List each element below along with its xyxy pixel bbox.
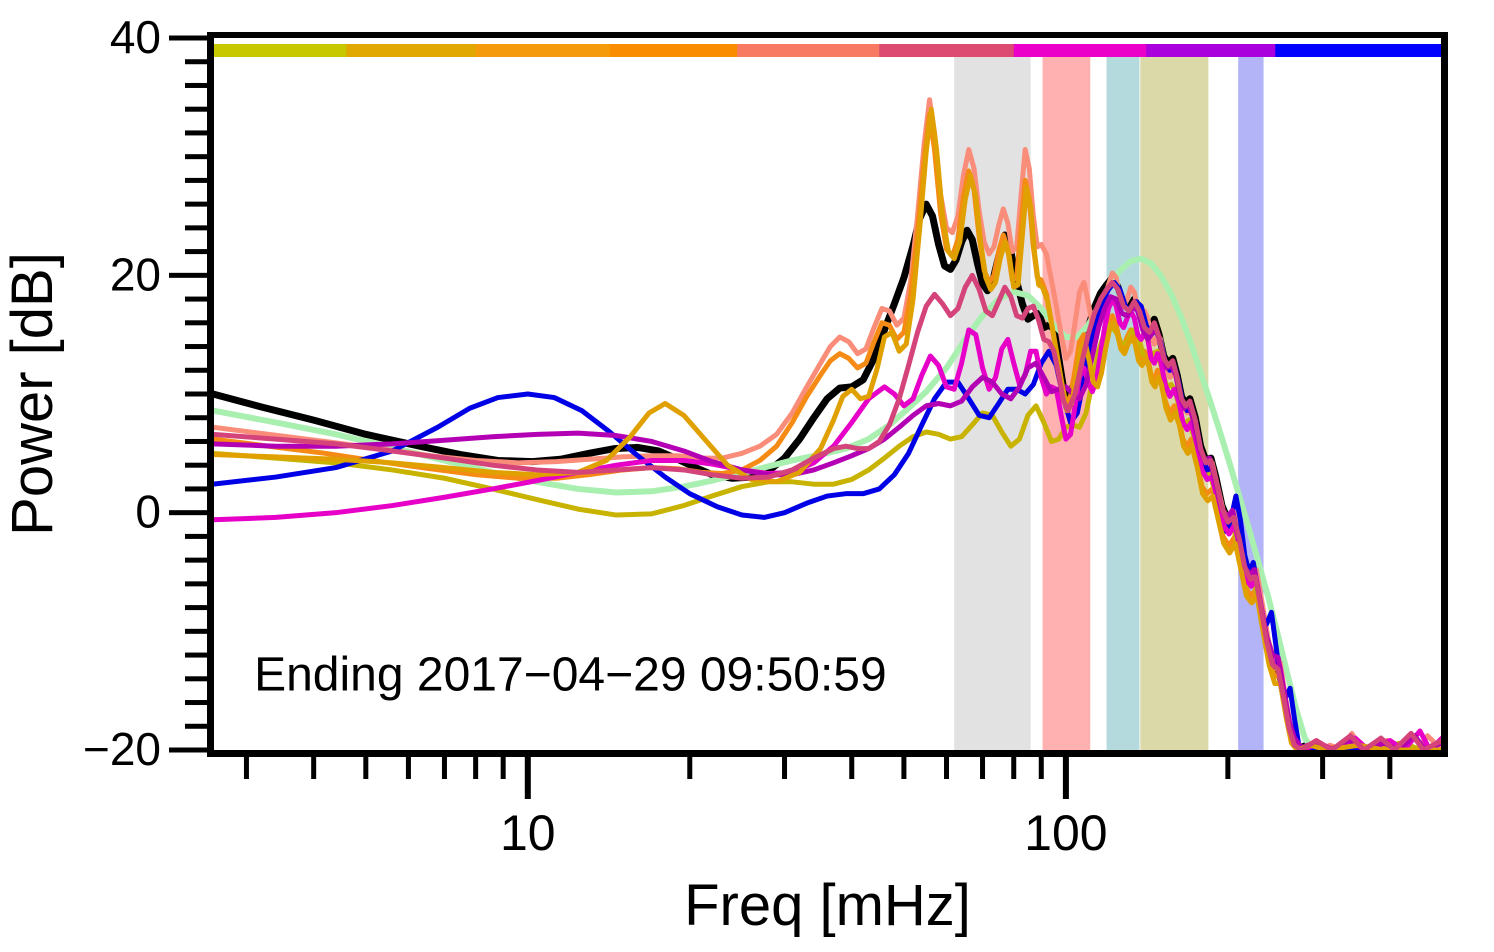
x-minor-tick — [1038, 757, 1044, 779]
y-minor-tick — [185, 106, 207, 112]
y-minor-tick — [185, 225, 207, 231]
x-minor-tick — [980, 757, 986, 779]
axis-frame-top — [207, 32, 1448, 38]
x-minor-tick — [500, 757, 506, 779]
x-minor-tick — [1011, 757, 1017, 779]
y-minor-tick — [185, 320, 207, 326]
colorbar-segment-0 — [213, 44, 347, 57]
y-axis-title-text: Power [dB] — [0, 252, 65, 536]
colorbar-segment-3 — [609, 44, 738, 57]
y-minor-tick — [185, 438, 207, 444]
y-major-tick — [169, 747, 213, 753]
series-layer — [213, 97, 1442, 750]
colorbar-segment-7 — [1146, 44, 1276, 57]
x-minor-tick — [901, 757, 907, 779]
x-minor-tick — [441, 757, 447, 779]
y-minor-tick — [185, 249, 207, 255]
axes-layer: −20 0 20 40 10 100 — [83, 11, 1448, 861]
y-minor-tick — [185, 367, 207, 373]
x-minor-tick — [311, 757, 317, 779]
x-axis-title-text: Freq [mHz] — [684, 873, 971, 938]
y-minor-tick — [185, 533, 207, 539]
y-minor-tick — [185, 700, 207, 706]
x-minor-tick — [473, 757, 479, 779]
axis-frame-left — [207, 32, 214, 757]
y-minor-tick — [185, 344, 207, 350]
y-major-tick — [169, 510, 213, 516]
x-major-tick — [524, 757, 531, 799]
y-major-tick — [169, 35, 213, 41]
x-minor-tick — [363, 757, 369, 779]
y-minor-tick — [185, 415, 207, 421]
colorbar-segment-6 — [1013, 44, 1147, 57]
x-tick-label: 100 — [1024, 805, 1107, 861]
spectrum-magenta — [213, 296, 1442, 750]
y-major-tick — [169, 272, 213, 278]
y-minor-tick — [185, 652, 207, 658]
spectrum-rose — [213, 272, 1442, 750]
colorbar-layer — [213, 44, 1443, 57]
x-minor-tick — [944, 757, 950, 779]
y-tick-label: 20 — [110, 248, 161, 300]
y-minor-tick — [185, 676, 207, 682]
y-minor-tick — [185, 130, 207, 136]
y-minor-tick — [185, 391, 207, 397]
colorbar-segment-1 — [346, 44, 477, 57]
x-major-tick — [1062, 757, 1069, 799]
band-khaki — [1140, 46, 1209, 750]
y-minor-tick — [185, 486, 207, 492]
y-minor-tick — [185, 177, 207, 183]
x-minor-tick — [1225, 757, 1231, 779]
x-minor-tick — [687, 757, 693, 779]
x-minor-tick — [405, 757, 411, 779]
y-tick-label: 0 — [135, 486, 161, 538]
colorbar-segment-5 — [879, 44, 1015, 57]
colorbar-segment-8 — [1275, 44, 1443, 57]
y-minor-tick — [185, 557, 207, 563]
y-tick-label: −20 — [83, 723, 161, 775]
y-minor-tick — [185, 605, 207, 611]
labels-layer: Power [dB] Freq [mHz] Ending 2017−04−29 09… — [0, 252, 971, 938]
axis-frame-bottom — [207, 750, 1448, 757]
y-minor-tick — [185, 154, 207, 160]
x-minor-tick — [243, 757, 249, 779]
y-minor-tick — [185, 462, 207, 468]
colorbar-segment-2 — [475, 44, 611, 57]
y-minor-tick — [185, 59, 207, 65]
band-teal — [1106, 46, 1140, 750]
y-tick-label: 40 — [110, 11, 161, 63]
colorbar-segment-4 — [737, 44, 880, 57]
x-minor-tick — [849, 757, 855, 779]
plot-annotation-text: Ending 2017−04−29 09:50:59 — [254, 649, 887, 702]
y-minor-tick — [185, 82, 207, 88]
y-minor-tick — [185, 201, 207, 207]
axis-frame-right — [1441, 32, 1448, 757]
x-minor-tick — [1320, 757, 1326, 779]
x-minor-tick — [1387, 757, 1393, 779]
y-minor-tick — [185, 296, 207, 302]
y-minor-tick — [185, 628, 207, 634]
band-periwinkle — [1238, 46, 1264, 750]
x-minor-tick — [782, 757, 788, 779]
y-minor-tick — [185, 723, 207, 729]
x-tick-label: 10 — [500, 805, 556, 861]
y-minor-tick — [185, 581, 207, 587]
